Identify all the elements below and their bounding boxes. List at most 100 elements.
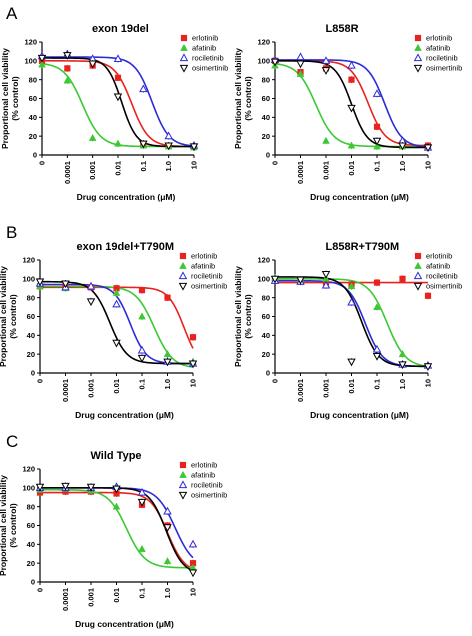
x-tick-label: 1.0: [164, 161, 173, 171]
legend-marker-afatinib: [414, 43, 422, 51]
y-tick-label: 20: [27, 350, 35, 359]
data-point-erlotinib: [113, 490, 120, 497]
legend-marker-rociletinib: [179, 53, 189, 62]
x-tick-label: 0.01: [114, 161, 123, 176]
y-axis-label: Proportional cell viability(% control): [0, 266, 18, 367]
data-point-afatinib: [138, 544, 146, 552]
x-tick-label: 0.1: [373, 379, 382, 389]
x-axis-label: Drug concentration (μM): [77, 192, 176, 202]
legend-marker-rociletinib: [413, 271, 423, 280]
data-point-osimertinib: [189, 143, 199, 152]
y-axis-label-line1: Proportional cell viability: [233, 266, 243, 367]
chart-title: L858R+T790M: [326, 241, 400, 253]
data-point-osimertinib: [88, 60, 97, 69]
legend-marker-erlotinib: [179, 461, 187, 469]
chart-2: L858R 0 20 40 60 80 100 120 0 0.0001 0.001 0.01 0.1 1…: [233, 23, 462, 202]
chart-4: L858R+T790M 0 20 40 60 80 100 120 0 0.0001 0.001 0.…: [233, 241, 462, 420]
y-axis-label-line2: (% control): [243, 76, 253, 121]
x-tick-label: 0.01: [112, 379, 121, 394]
data-point-rociletinib: [321, 280, 331, 289]
data-point-afatinib: [163, 557, 172, 565]
legend-marker-erlotinib: [179, 252, 187, 260]
legend-label-afatinib: afatinib: [192, 44, 216, 53]
data-point-afatinib: [63, 76, 72, 84]
data-point-afatinib: [138, 312, 146, 320]
data-point-osimertinib: [113, 93, 123, 102]
fit-curve-afatinib: [41, 488, 194, 569]
fit-curve-rociletinib: [276, 279, 429, 368]
legend-label-afatinib: afatinib: [426, 44, 450, 53]
y-tick-label: 40: [262, 331, 270, 340]
x-tick-label: 0.001: [87, 379, 96, 398]
legend-marker-osimertinib: [179, 64, 189, 73]
legend-marker-osimertinib: [413, 64, 423, 73]
y-tick-label: 120: [22, 256, 35, 265]
data-point-rociletinib: [137, 487, 147, 496]
data-point-osimertinib: [86, 483, 96, 492]
x-tick-label: 0.001: [88, 161, 97, 180]
panel-letter-a: A: [6, 4, 18, 23]
y-tick-label: 40: [29, 113, 37, 122]
legend-marker-osimertinib: [178, 491, 188, 500]
data-point-erlotinib: [373, 123, 381, 130]
x-tick-label: 0.001: [322, 161, 331, 180]
data-point-afatinib: [114, 139, 122, 147]
legend-label-afatinib: afatinib: [191, 471, 215, 480]
data-point-afatinib: [38, 60, 46, 68]
data-point-osimertinib: [163, 358, 172, 367]
legend-marker-osimertinib: [178, 282, 188, 291]
legend-label-rociletinib: rociletinib: [192, 54, 224, 63]
legend-label-afatinib: afatinib: [426, 262, 450, 271]
fit-curve-afatinib: [276, 278, 429, 368]
chart-title: exon 19del: [92, 23, 149, 35]
y-tick-label: 80: [29, 75, 37, 84]
x-tick-label: 1.0: [163, 588, 172, 598]
data-point-erlotinib: [64, 65, 71, 72]
legend-label-osimertinib: osimertinib: [191, 282, 227, 291]
data-point-osimertinib: [398, 142, 407, 151]
y-tick-label: 60: [262, 312, 270, 321]
x-tick-label: 0.0001: [63, 161, 72, 184]
data-point-osimertinib: [35, 278, 45, 287]
data-point-rociletinib: [139, 84, 148, 93]
y-tick-label: 100: [22, 274, 35, 283]
y-axis-label: Proportional cell viability(% control): [233, 48, 253, 149]
data-point-rociletinib: [112, 299, 121, 308]
data-point-osimertinib: [372, 352, 382, 361]
data-point-afatinib: [347, 282, 356, 290]
y-tick-label: 0: [266, 151, 270, 160]
y-tick-label: 20: [29, 132, 37, 141]
chart-5: Wild Type 0 20 40 60 80 100 120 0 0.0001 0.001 0.01…: [0, 450, 227, 629]
y-tick-label: 40: [262, 113, 270, 122]
legend-marker-erlotinib: [414, 252, 422, 260]
x-tick-label: 0: [36, 588, 45, 592]
y-tick-label: 120: [257, 38, 270, 47]
data-point-afatinib: [322, 136, 330, 144]
fit-curve-osimertinib: [41, 487, 194, 572]
data-point-osimertinib: [321, 67, 331, 75]
data-point-osimertinib: [63, 52, 72, 60]
y-tick-label: 0: [33, 151, 37, 160]
data-point-osimertinib: [372, 137, 382, 146]
data-point-osimertinib: [112, 339, 121, 348]
legend-marker-afatinib: [414, 261, 422, 269]
legend-label-osimertinib: osimertinib: [192, 64, 228, 73]
x-tick-label: 0: [36, 379, 45, 383]
panel-letter-c: C: [6, 432, 18, 451]
data-point-osimertinib: [112, 485, 121, 494]
chart-1: exon 19del 0 20 40 60 80 100 120 0 0.0001 0.001 0.0…: [0, 23, 228, 202]
data-point-rociletinib: [137, 345, 147, 354]
y-tick-label: 120: [257, 256, 270, 265]
legend-marker-rociletinib: [178, 480, 188, 489]
data-point-osimertinib: [423, 363, 433, 372]
x-tick-label: 10: [424, 379, 433, 387]
x-tick-label: 0.0001: [296, 379, 305, 402]
data-point-osimertinib: [188, 360, 198, 369]
x-tick-label: 1.0: [398, 379, 407, 389]
y-tick-label: 120: [22, 465, 35, 474]
data-point-rociletinib: [372, 89, 382, 97]
chart-title: Wild Type: [91, 450, 142, 462]
data-point-osimertinib: [164, 142, 173, 151]
legend-marker-erlotinib: [414, 34, 422, 42]
legend-marker-afatinib: [179, 261, 187, 269]
